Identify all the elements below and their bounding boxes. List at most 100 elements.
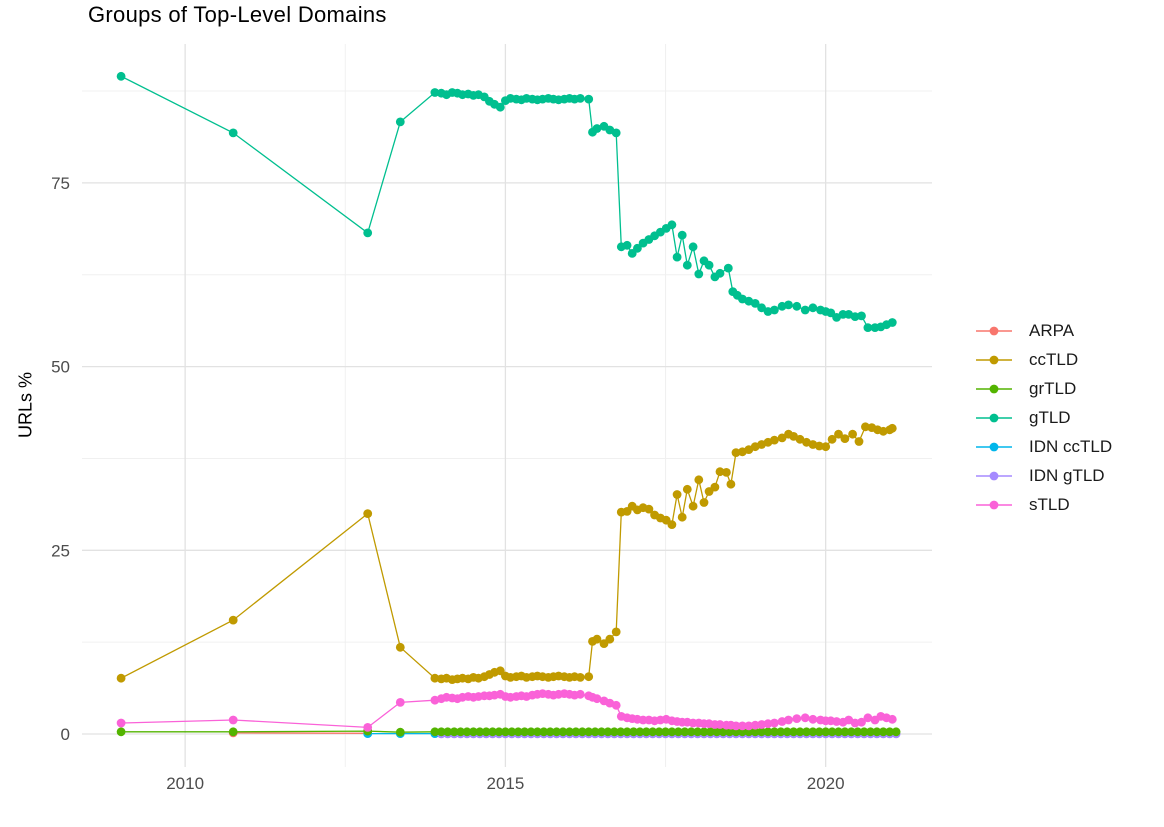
data-point-ccTLD — [777, 433, 787, 443]
data-point-gTLD — [808, 303, 818, 313]
data-point-grTLD — [629, 727, 638, 737]
data-point-ccTLD — [814, 441, 824, 451]
legend-key-icon — [976, 355, 1012, 365]
data-point-grTLD — [776, 727, 786, 737]
data-point-ccTLD — [430, 673, 440, 683]
data-point-ccTLD — [228, 615, 238, 625]
data-point-grTLD — [533, 727, 542, 737]
legend-key-dot — [989, 384, 999, 394]
legend-key-dot — [989, 326, 999, 336]
data-point-grTLD — [520, 727, 529, 737]
data-point-sTLD — [116, 718, 126, 728]
data-point-grTLD — [712, 727, 722, 737]
data-point-gTLD — [495, 102, 505, 112]
y-tick-label: 50 — [51, 358, 70, 377]
data-point-ccTLD — [715, 467, 725, 477]
data-point-grTLD — [545, 727, 555, 737]
data-point-ccTLD — [834, 429, 843, 439]
data-point-ccTLD — [848, 429, 857, 439]
data-point-grTLD — [475, 727, 485, 737]
data-point-grTLD — [859, 727, 869, 737]
data-point-grTLD — [456, 727, 465, 737]
data-point-gTLD — [667, 220, 677, 230]
data-point-grTLD — [770, 727, 779, 737]
legend-item-label: ccTLD — [1029, 350, 1079, 369]
data-point-grTLD — [526, 727, 536, 737]
legend-key-dot — [989, 500, 999, 510]
data-point-gTLD — [715, 268, 725, 278]
data-point-gTLD — [757, 303, 766, 313]
data-point-grTLD — [891, 727, 901, 737]
legend-key-icon — [976, 471, 1012, 481]
data-point-grTLD — [622, 727, 632, 737]
data-point-grTLD — [584, 727, 594, 737]
data-point-grTLD — [840, 727, 850, 737]
data-point-ccTLD — [605, 634, 615, 644]
data-point-sTLD — [863, 713, 873, 723]
data-point-sTLD — [770, 718, 779, 728]
data-point-grTLD — [872, 727, 882, 737]
y-tick-label: 25 — [51, 541, 70, 560]
data-point-grTLD — [846, 727, 856, 737]
data-point-grTLD — [866, 727, 875, 737]
data-point-grTLD — [795, 727, 805, 737]
data-point-sTLD — [750, 720, 760, 730]
data-point-grTLD — [469, 727, 478, 737]
data-point-sTLD — [738, 721, 747, 731]
data-point-grTLD — [750, 727, 760, 737]
data-point-ccTLD — [644, 504, 654, 514]
data-point-grTLD — [577, 727, 587, 737]
data-point-ccTLD — [854, 437, 864, 446]
data-point-grTLD — [725, 727, 734, 737]
data-point-grTLD — [814, 727, 824, 737]
data-point-grTLD — [488, 727, 497, 737]
data-point-ccTLD — [584, 672, 594, 682]
data-point-ccTLD — [726, 479, 736, 489]
y-tick-label: 75 — [51, 174, 70, 193]
data-point-sTLD — [757, 720, 766, 729]
data-point-ccTLD — [699, 498, 709, 507]
legend-key-icon — [976, 384, 1012, 394]
data-point-gTLD — [575, 94, 585, 103]
data-point-gTLD — [116, 71, 126, 81]
data-point-grTLD — [590, 727, 600, 737]
data-point-gTLD — [800, 305, 810, 315]
data-point-grTLD — [699, 727, 709, 737]
data-point-grTLD — [808, 727, 818, 737]
data-point-grTLD — [507, 727, 517, 737]
data-point-grTLD — [648, 727, 658, 737]
data-point-grTLD — [552, 727, 561, 737]
data-point-grTLD — [763, 727, 773, 737]
data-point-grTLD — [885, 727, 895, 737]
data-point-gTLD — [611, 128, 621, 138]
data-point-ccTLD — [682, 484, 692, 494]
x-tick-label: 2015 — [486, 774, 524, 793]
data-point-grTLD — [789, 727, 798, 737]
data-point-sTLD — [228, 715, 238, 725]
data-point-gTLD — [792, 301, 802, 311]
data-point-gTLD — [887, 318, 897, 327]
legend-key-icon — [976, 413, 1012, 423]
legend-item-label: sTLD — [1029, 495, 1070, 514]
data-point-gTLD — [363, 228, 373, 238]
data-point-grTLD — [718, 727, 728, 737]
data-point-gTLD — [704, 260, 714, 270]
data-point-grTLD — [494, 727, 504, 737]
data-point-gTLD — [584, 94, 594, 104]
data-point-grTLD — [436, 727, 446, 737]
data-point-sTLD — [395, 698, 405, 707]
legend-item-grTLD: grTLD — [976, 379, 1112, 398]
data-point-grTLD — [661, 727, 670, 737]
data-point-grTLD — [834, 727, 843, 737]
legend-item-label: ARPA — [1029, 321, 1075, 340]
data-point-grTLD — [706, 727, 715, 737]
legend-item-sTLD: sTLD — [976, 495, 1112, 514]
data-point-grTLD — [395, 727, 405, 737]
data-point-ccTLD — [395, 642, 405, 652]
data-point-grTLD — [571, 727, 581, 737]
legend-item-ARPA: ARPA — [976, 321, 1112, 340]
legend: ARPA ccTLD grTLD gTLD IDN ccTLD IDN gTLD sTLD — [976, 321, 1112, 514]
data-point-ccTLD — [575, 673, 585, 682]
data-point-ccTLD — [592, 634, 602, 644]
